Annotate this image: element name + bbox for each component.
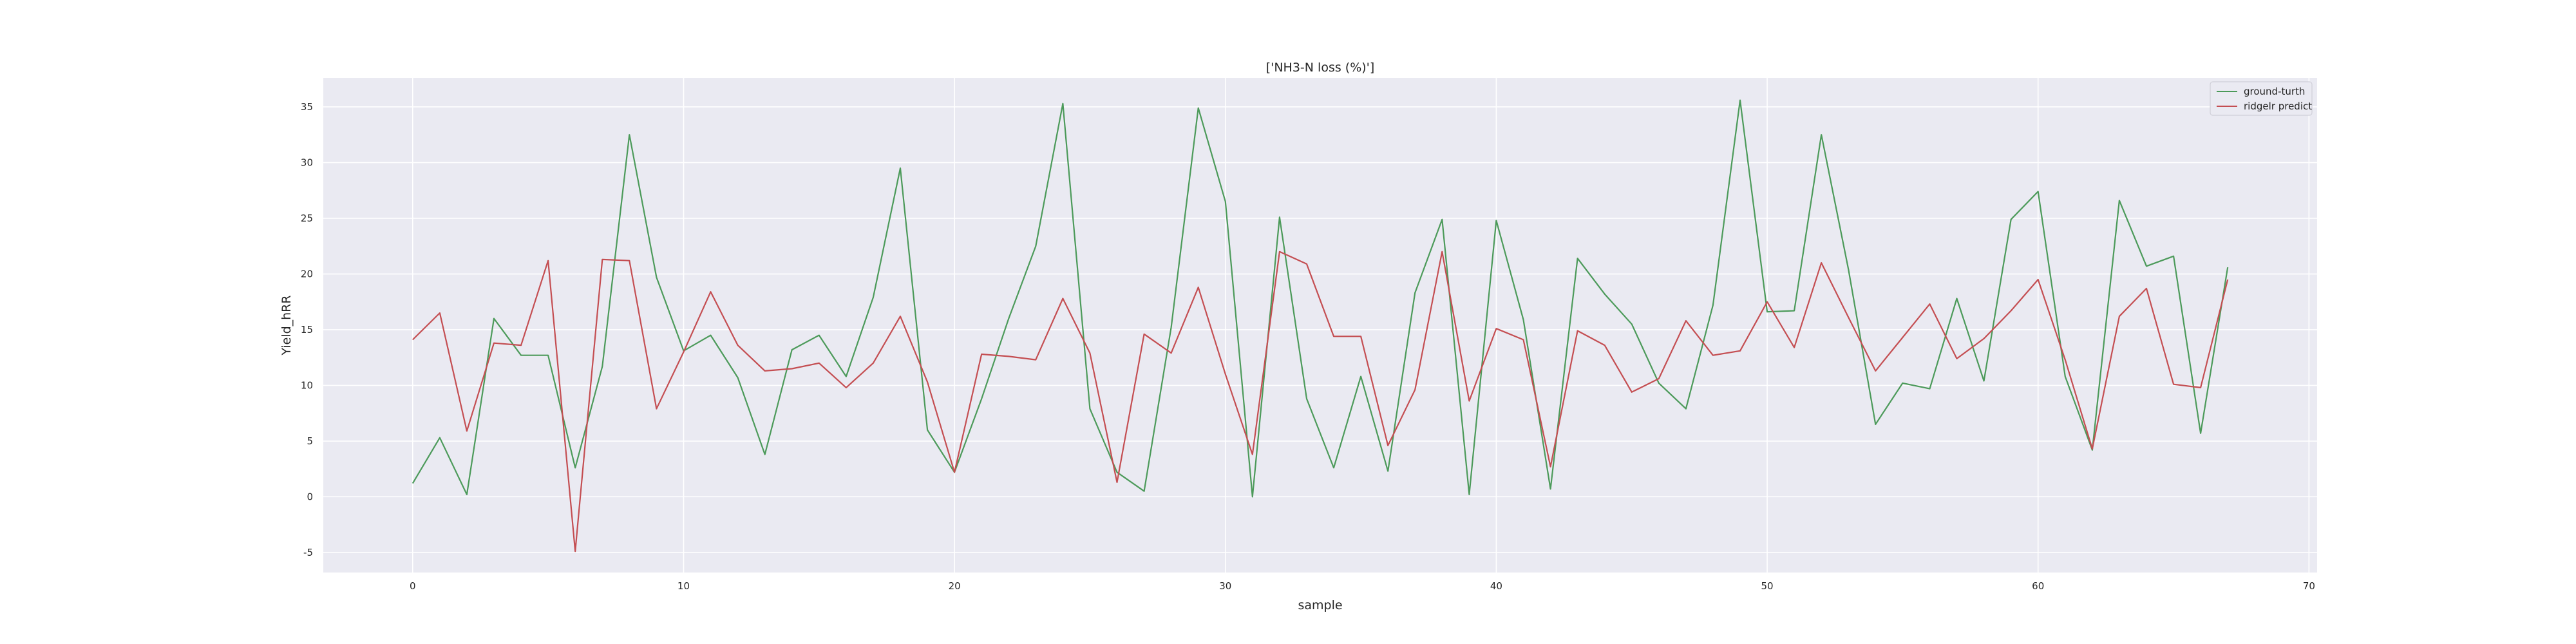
tick-labels: 0 10 20 30 40 50 60 70 -5 0 5 10 15 20 25 30 35 [301, 101, 2315, 592]
x-tick-label: 30 [1219, 580, 1231, 592]
legend-label-ridgelr-predict: ridgelr predict [2244, 100, 2312, 112]
series-line-ground-truth [412, 99, 2229, 498]
y-tick-label: 20 [301, 268, 313, 279]
x-tick-label: 50 [1761, 580, 1774, 592]
legend: ground-turth ridgelr predict [2210, 81, 2313, 116]
x-axis-title: sample [1298, 598, 1342, 612]
y-tick-label: 5 [307, 435, 313, 447]
y-tick-label: 25 [301, 213, 313, 224]
y-tick-label: -5 [303, 547, 313, 558]
plot-background [323, 78, 2317, 573]
y-axis-title: Yield_hRR [279, 295, 294, 355]
chart-title: ['NH3-N loss (%)'] [1266, 61, 1375, 75]
x-tick-label: 10 [677, 580, 690, 592]
series-line-ridgelr-predict [412, 251, 2229, 553]
x-tick-label: 70 [2303, 580, 2315, 592]
y-tick-label: 30 [301, 156, 313, 168]
x-tick-label: 40 [1490, 580, 1502, 592]
y-tick-label: 10 [301, 379, 313, 391]
y-tick-label: 0 [307, 491, 313, 502]
y-tick-label: 15 [301, 324, 313, 336]
legend-label-ground-truth: ground-turth [2244, 86, 2305, 97]
y-tick-label: 35 [301, 101, 313, 113]
series-layer [412, 99, 2229, 553]
x-tick-label: 20 [949, 580, 961, 592]
grid [323, 78, 2317, 573]
x-tick-label: 60 [2032, 580, 2044, 592]
x-tick-label: 0 [410, 580, 416, 592]
